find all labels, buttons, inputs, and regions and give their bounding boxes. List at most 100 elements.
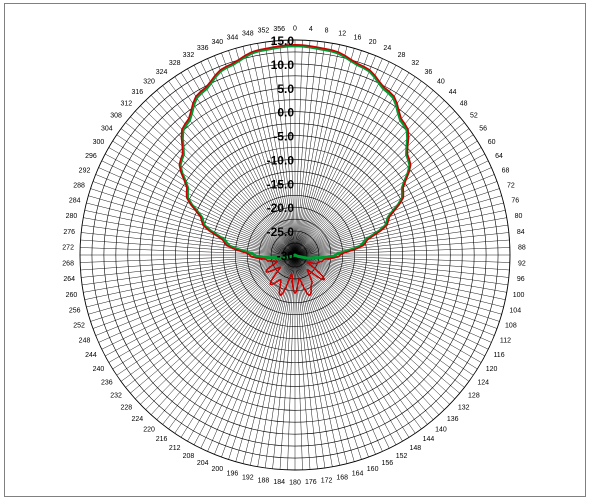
- grid-spoke: [82, 224, 296, 256]
- grid-spoke: [86, 254, 296, 308]
- grid-spoke: [264, 254, 296, 468]
- grid-spoke: [82, 254, 296, 286]
- grid-spoke: [116, 134, 296, 256]
- grid-spoke: [120, 128, 296, 256]
- grid-spoke: [294, 40, 311, 256]
- grid-spoke: [294, 254, 318, 469]
- grid-spoke: [294, 72, 410, 256]
- grid-spoke: [105, 254, 296, 357]
- grid-spoke: [294, 254, 482, 363]
- angle-tick-label: 252: [73, 323, 85, 330]
- angle-tick-label: 340: [212, 39, 224, 46]
- grid-spoke: [294, 61, 390, 256]
- grid-spoke: [294, 254, 403, 442]
- angle-tick-label: 348: [242, 30, 254, 37]
- grid-spoke: [242, 46, 296, 256]
- grid-spoke: [156, 90, 296, 256]
- grid-spoke: [294, 48, 355, 256]
- angle-tick-label: 24: [383, 45, 391, 52]
- angle-tick-label: 152: [396, 453, 408, 460]
- grid-spoke: [214, 254, 296, 455]
- grid-spoke: [84, 254, 296, 300]
- grid-spoke: [187, 68, 296, 256]
- grid-spoke: [294, 224, 508, 256]
- grid-spoke: [193, 254, 296, 445]
- grid-spoke: [294, 42, 326, 256]
- grid-spoke: [294, 254, 348, 464]
- angle-tick-label: 56: [479, 126, 487, 133]
- angle-tick-label: 172: [321, 477, 333, 484]
- grid-spoke: [294, 128, 470, 256]
- angle-tick-label: 44: [449, 89, 457, 96]
- grid-spoke: [257, 43, 296, 256]
- radial-tick-label: -20.0: [267, 201, 295, 215]
- radial-tick-label: -5.0: [273, 130, 294, 144]
- angle-tick-label: 52: [470, 113, 478, 120]
- grid-spoke: [294, 85, 428, 256]
- angle-tick-label: 164: [352, 471, 364, 478]
- angle-tick-label: 304: [101, 126, 113, 133]
- angle-tick-label: 20: [369, 39, 377, 46]
- grid-spoke: [294, 254, 434, 420]
- grid-spoke: [83, 254, 296, 293]
- angle-tick-label: 200: [212, 466, 224, 473]
- grid-spoke: [294, 254, 485, 357]
- grid-spoke: [294, 100, 445, 256]
- grid-spoke: [294, 44, 340, 256]
- angle-tick-label: 344: [227, 34, 239, 41]
- angle-tick-label: 108: [505, 323, 517, 330]
- grid-spoke: [116, 254, 296, 376]
- grid-spoke: [98, 254, 296, 343]
- grid-spoke: [294, 40, 303, 256]
- grid-spoke: [101, 254, 296, 350]
- angle-tick-label: 196: [227, 471, 239, 478]
- angle-labels: 0 4 8 1216202428323640444852566064687276808…: [62, 26, 526, 487]
- angle-tick-label: 148: [409, 445, 421, 452]
- angle-tick-label: 128: [468, 392, 480, 399]
- grid-spoke: [162, 85, 296, 256]
- grid-spoke: [168, 254, 296, 430]
- grid-spoke: [294, 254, 340, 466]
- grid-spoke: [294, 95, 440, 256]
- angle-tick-label: 28: [398, 52, 406, 59]
- grid-spoke: [294, 254, 311, 470]
- grid-spoke: [180, 72, 296, 256]
- grid-spoke: [242, 254, 296, 464]
- grid-spoke: [108, 147, 296, 256]
- grid-spoke: [140, 254, 296, 405]
- grid-spoke: [294, 153, 485, 256]
- grid-spoke: [257, 254, 296, 467]
- grid-spoke: [294, 254, 507, 293]
- angle-tick-label: 0: [293, 26, 297, 33]
- grid-spoke: [228, 254, 296, 460]
- angle-tick-label: 232: [110, 392, 122, 399]
- angle-tick-label: 324: [156, 69, 168, 76]
- angle-tick-label: 184: [273, 479, 285, 486]
- angle-tick-label: 180: [289, 480, 301, 487]
- angle-tick-label: 168: [336, 475, 348, 482]
- chart-frame: 0 4 8 12 16 20 24 28 32 36 40 44 48 52 56 60 64 68 72 76 80 8…: [4, 3, 586, 497]
- grid-spoke: [294, 217, 507, 256]
- grid-spoke: [108, 254, 296, 363]
- grid-spoke: [92, 254, 296, 329]
- angle-tick-label: 284: [69, 198, 81, 205]
- angle-tick-label: 76: [511, 198, 519, 205]
- grid-spoke: [294, 41, 318, 256]
- grid-spoke: [294, 254, 489, 350]
- grid-spoke: [294, 254, 474, 376]
- angle-tick-label: 332: [183, 52, 195, 59]
- grid-spoke: [294, 116, 460, 256]
- grid-spoke: [294, 254, 410, 438]
- angle-tick-label: 240: [93, 366, 105, 373]
- angle-tick-label: 212: [169, 445, 181, 452]
- grid-spoke: [80, 247, 296, 256]
- angle-tick-label: 220: [143, 426, 155, 433]
- angle-tick-label: 136: [447, 416, 459, 423]
- angle-tick-label: 84: [517, 229, 525, 236]
- angle-tick-label: 272: [62, 245, 74, 252]
- grid-spoke: [294, 174, 495, 256]
- angle-tick-label: 64: [495, 153, 503, 160]
- grid-spoke: [264, 42, 296, 256]
- grid-spoke: [95, 254, 296, 336]
- radial-tick-label: 0.0: [277, 106, 294, 120]
